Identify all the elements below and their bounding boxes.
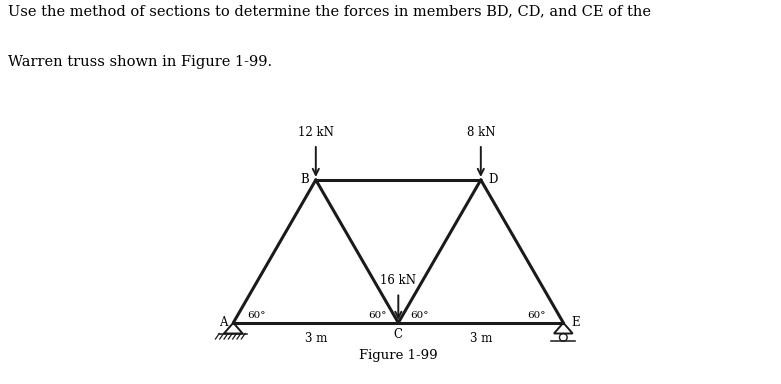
Text: 60°: 60° xyxy=(247,311,266,319)
Text: Warren truss shown in Figure 1-99.: Warren truss shown in Figure 1-99. xyxy=(8,55,272,69)
Text: 3 m: 3 m xyxy=(469,332,492,345)
Text: 12 kN: 12 kN xyxy=(298,126,333,139)
Text: E: E xyxy=(571,316,580,329)
Text: A: A xyxy=(219,316,227,329)
Text: C: C xyxy=(394,328,403,341)
Text: 60°: 60° xyxy=(410,311,429,319)
Text: 60°: 60° xyxy=(368,311,387,319)
Text: 16 kN: 16 kN xyxy=(380,274,416,287)
Text: Use the method of sections to determine the forces in members BD, CD, and CE of : Use the method of sections to determine … xyxy=(8,4,651,18)
Text: Figure 1-99: Figure 1-99 xyxy=(359,349,437,362)
Text: 8 kN: 8 kN xyxy=(466,126,495,139)
Text: B: B xyxy=(301,173,309,186)
Text: 3 m: 3 m xyxy=(305,332,327,345)
Text: D: D xyxy=(488,173,497,186)
Text: 60°: 60° xyxy=(528,311,546,319)
